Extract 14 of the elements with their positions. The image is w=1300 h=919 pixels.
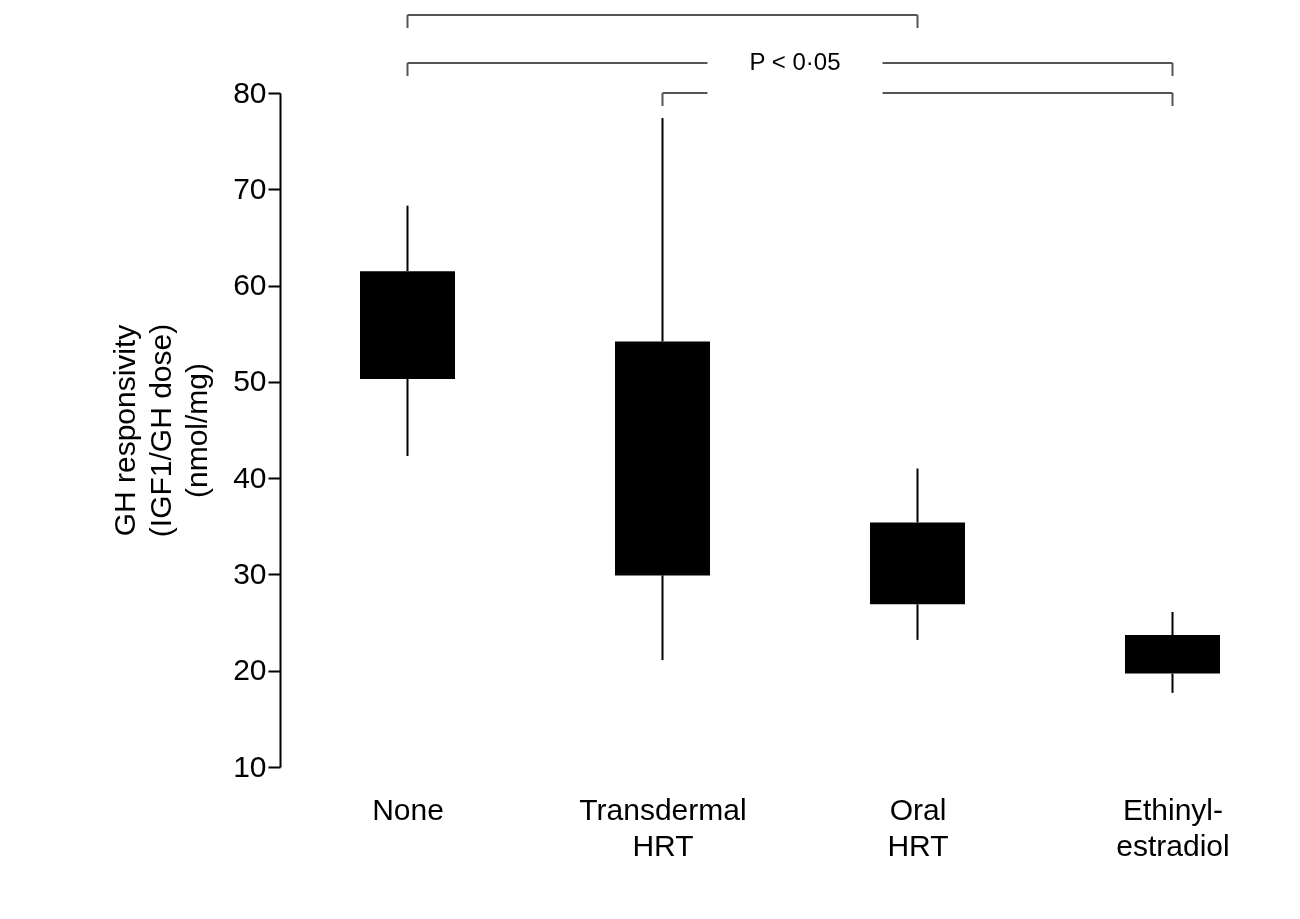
text: P < 0·05 xyxy=(749,48,841,75)
y-tick-label: 20 xyxy=(233,653,267,687)
y-tick-label: 60 xyxy=(233,268,267,302)
y-tick-label: 10 xyxy=(233,749,267,783)
x-tick-label: Oral HRT xyxy=(887,792,949,862)
x-tick-label: Transdermal HRT xyxy=(579,792,747,862)
x-tick-label: None xyxy=(372,792,444,826)
y-tick-label: 70 xyxy=(233,171,267,205)
x-tick-label: Ethinyl- estradiol xyxy=(1116,792,1230,862)
y-axis-title: GH responsivity (IGF1/GH dose) (nmol/mg) xyxy=(108,323,214,538)
y-tick-label: 40 xyxy=(233,460,267,494)
y-tick-label: 30 xyxy=(233,556,267,590)
y-tick-label: 50 xyxy=(233,364,267,398)
y-tick-label: 80 xyxy=(233,75,267,109)
